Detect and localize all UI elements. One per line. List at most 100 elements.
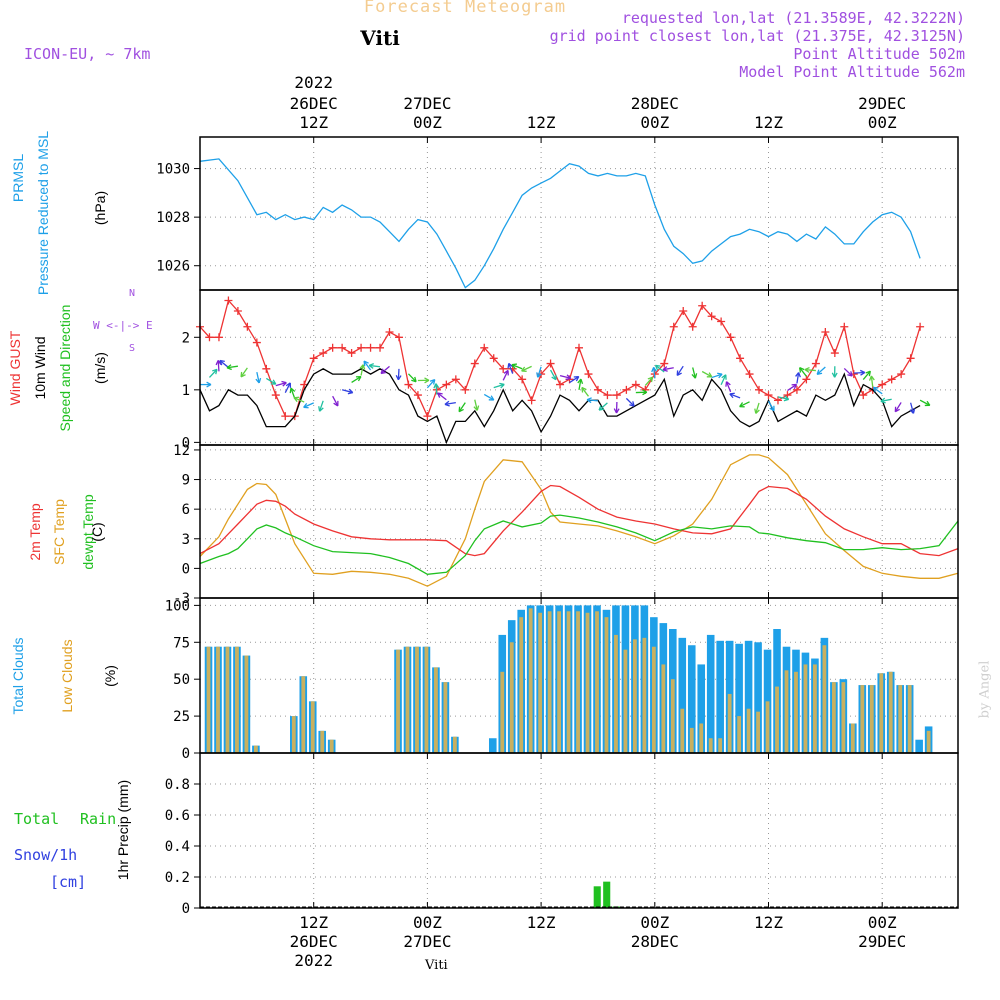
- bottom-time-label: 12Z: [527, 913, 556, 932]
- wind-arrow-head: [355, 375, 362, 382]
- low-cloud-bar: [320, 730, 325, 753]
- low-cloud-bar: [538, 612, 543, 753]
- wind-arrow: [265, 377, 277, 385]
- wind-arrow: [483, 393, 495, 401]
- gust-marker: [489, 354, 498, 363]
- low-cloud-bar: [310, 701, 315, 753]
- wind-arrow-head: [293, 396, 300, 403]
- wind-arrow: [872, 386, 883, 395]
- gust-line: [199, 299, 921, 418]
- low-cloud-bar: [206, 646, 211, 753]
- wind-arrow-head: [499, 382, 505, 389]
- gust-marker: [347, 349, 356, 358]
- rain-bar: [603, 881, 611, 908]
- gust-marker: [669, 322, 678, 331]
- gust-marker: [726, 333, 735, 342]
- low-cloud-bar: [633, 639, 637, 753]
- sfc-temp-line: [199, 454, 959, 587]
- wind-arrow: [755, 402, 760, 414]
- low-cloud-bar: [850, 723, 855, 753]
- low-cloud-bar: [822, 645, 827, 753]
- wind-arrow-head: [368, 362, 374, 369]
- ytick-label-clouds: 100: [165, 598, 190, 614]
- gust-marker: [622, 385, 631, 394]
- wind-arrow: [894, 402, 902, 413]
- wind-arrow-head: [219, 359, 225, 366]
- wind-arrow-head: [395, 375, 402, 381]
- wind-arrow: [767, 400, 775, 412]
- wind-arrow: [407, 373, 417, 383]
- low-cloud-bar: [879, 673, 884, 753]
- wind-arrow: [644, 376, 654, 386]
- low-cloud-bar: [585, 612, 590, 753]
- wind-arrow: [777, 396, 789, 400]
- low-cloud-bar: [642, 637, 647, 753]
- low-cloud-bar: [452, 736, 457, 753]
- wind-arrow-head: [798, 367, 805, 373]
- wind-arrow: [655, 364, 665, 373]
- gust-marker: [660, 359, 669, 368]
- wind-arrow: [380, 365, 390, 374]
- wind-arrow: [508, 363, 514, 374]
- gust-marker: [470, 359, 479, 368]
- wind-arrow: [437, 392, 447, 401]
- wind-arrow: [256, 372, 260, 384]
- gust-marker: [338, 343, 347, 352]
- low-cloud-bar: [244, 655, 249, 753]
- ytick-label-precip: 0.6: [165, 808, 190, 824]
- wind-arrow-head: [215, 360, 222, 366]
- wind-arrow-head: [473, 405, 480, 411]
- ytick-label-temp: 6: [182, 502, 190, 518]
- wind-arrow-head: [458, 406, 464, 413]
- wind-arrow-head: [437, 392, 443, 398]
- low-cloud-bar: [680, 708, 685, 753]
- low-cloud-bar: [775, 686, 779, 753]
- low-cloud-bar: [509, 642, 514, 753]
- model-label: ICON-EU, ~ 7km: [24, 45, 151, 63]
- wind-arrow: [458, 402, 466, 413]
- low-cloud-bar: [831, 682, 836, 753]
- gust-marker: [262, 364, 271, 373]
- wind-arrow: [474, 399, 478, 411]
- wind-arrow-head: [662, 366, 668, 372]
- ytick-label-wind: 0: [182, 435, 190, 451]
- low-cloud-bar: [500, 671, 505, 753]
- total-cloud-bar: [754, 642, 762, 753]
- low-cloud-bar: [746, 708, 751, 753]
- wind-arrow-head: [285, 382, 292, 388]
- wind-arrow: [586, 399, 599, 402]
- wind-arrow: [303, 402, 314, 408]
- wind-arrow-head: [831, 372, 838, 378]
- wind-arrow: [843, 367, 853, 377]
- wind-arrow: [284, 382, 291, 394]
- low-cloud-bar: [869, 685, 874, 753]
- gust-marker: [556, 380, 565, 389]
- gust-marker: [584, 370, 593, 379]
- bottom-time-label: 28DEC: [631, 932, 679, 951]
- snow-label: Snow/1h: [14, 846, 78, 864]
- wind-arrow: [208, 368, 218, 378]
- gust-marker: [357, 343, 366, 352]
- wind-arrow: [318, 400, 324, 412]
- top-time-label: 00Z: [640, 113, 669, 132]
- wind-arrow: [369, 364, 381, 368]
- low-cloud-bar: [443, 682, 448, 753]
- wind-arrow: [880, 398, 892, 403]
- wind-arrow: [493, 383, 505, 389]
- compass-n: N: [129, 288, 136, 299]
- top-time-label: 12Z: [299, 113, 328, 132]
- wind-arrow-head: [359, 364, 366, 370]
- ytick-label-pressure: 1028: [156, 210, 190, 226]
- wind-arrow: [653, 367, 656, 379]
- wind-arrow-head: [536, 372, 542, 378]
- ytick-label-temp: 12: [173, 443, 190, 459]
- wind-arrow-head: [586, 397, 592, 404]
- low-cloud-bar: [576, 611, 580, 753]
- wind-arrow-head: [894, 406, 900, 413]
- low-cloud-bar: [803, 664, 808, 753]
- gust-marker: [840, 322, 849, 331]
- gust-marker: [612, 391, 621, 400]
- gust-marker: [233, 307, 242, 316]
- low-cloud-bar: [670, 679, 675, 753]
